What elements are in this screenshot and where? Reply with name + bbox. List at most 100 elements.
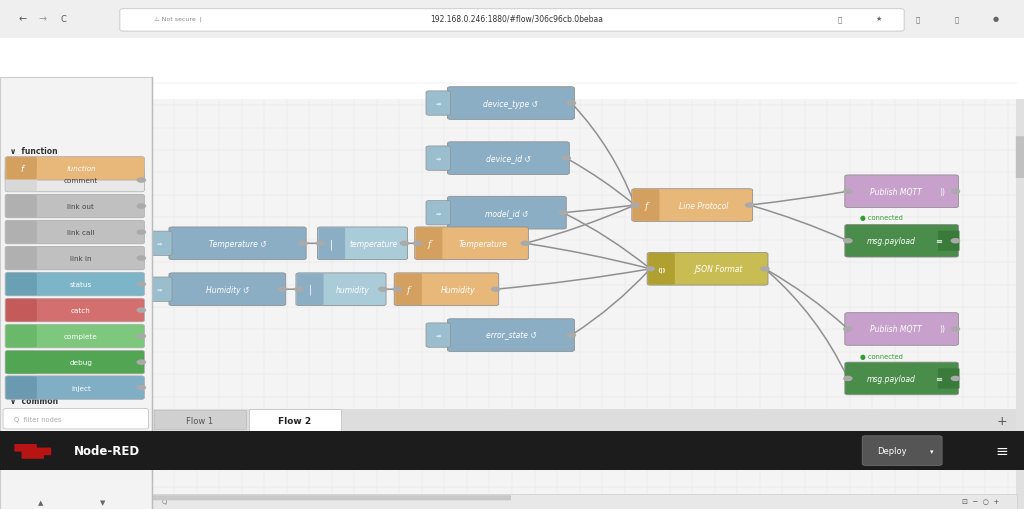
Circle shape — [299, 242, 307, 246]
FancyBboxPatch shape — [426, 147, 451, 171]
FancyBboxPatch shape — [297, 274, 324, 305]
FancyBboxPatch shape — [632, 189, 753, 222]
FancyBboxPatch shape — [317, 228, 408, 260]
Circle shape — [295, 288, 303, 292]
Text: )): )) — [939, 187, 945, 196]
Circle shape — [379, 288, 387, 292]
FancyBboxPatch shape — [14, 444, 37, 452]
Text: f: f — [20, 164, 23, 174]
FancyBboxPatch shape — [152, 100, 1017, 509]
Circle shape — [951, 190, 959, 194]
FancyBboxPatch shape — [5, 299, 144, 322]
FancyBboxPatch shape — [426, 92, 451, 116]
FancyBboxPatch shape — [29, 448, 51, 455]
Circle shape — [567, 102, 575, 106]
Text: comment: comment — [63, 178, 98, 184]
Text: model_id ↺: model_id ↺ — [485, 209, 528, 218]
FancyBboxPatch shape — [147, 232, 172, 256]
Text: link in: link in — [71, 256, 91, 262]
Text: ⇒: ⇒ — [435, 333, 441, 338]
FancyBboxPatch shape — [5, 325, 144, 348]
Circle shape — [559, 211, 567, 215]
Circle shape — [137, 231, 145, 235]
Circle shape — [745, 204, 754, 208]
Text: 192.168.0.246:1880/#flow/306c96cb.0bebaa: 192.168.0.246:1880/#flow/306c96cb.0bebaa — [430, 15, 603, 24]
Text: ⊡  −  ○  +: ⊡ − ○ + — [963, 498, 999, 504]
FancyBboxPatch shape — [647, 253, 768, 286]
FancyBboxPatch shape — [948, 231, 959, 251]
Circle shape — [631, 204, 639, 208]
Text: ⇒: ⇒ — [157, 241, 163, 246]
FancyBboxPatch shape — [6, 273, 37, 296]
Text: error_state ↺: error_state ↺ — [485, 331, 537, 340]
Text: Q  filter nodes: Q filter nodes — [14, 416, 61, 422]
Text: {|}: {|} — [657, 267, 666, 272]
Text: catch: catch — [71, 307, 91, 314]
FancyBboxPatch shape — [426, 201, 451, 225]
Text: ⇒: ⇒ — [435, 211, 441, 216]
Text: ▾: ▾ — [930, 448, 934, 454]
Text: Humidity: Humidity — [440, 285, 475, 294]
Text: complete: complete — [63, 333, 98, 340]
FancyBboxPatch shape — [154, 410, 246, 429]
Text: JSON Format: JSON Format — [694, 265, 743, 274]
Text: link call: link call — [68, 230, 94, 236]
FancyBboxPatch shape — [0, 431, 1024, 470]
FancyBboxPatch shape — [120, 10, 904, 32]
FancyBboxPatch shape — [5, 169, 144, 192]
Text: |: | — [308, 285, 312, 295]
Text: ⬛: ⬛ — [954, 16, 958, 22]
Circle shape — [844, 239, 852, 243]
Circle shape — [316, 242, 325, 246]
Text: ● connected: ● connected — [860, 215, 903, 221]
Text: function: function — [67, 166, 95, 172]
FancyBboxPatch shape — [845, 313, 958, 346]
Text: ≡: ≡ — [936, 374, 942, 383]
FancyBboxPatch shape — [426, 323, 451, 348]
Text: f: f — [407, 285, 411, 294]
FancyBboxPatch shape — [0, 78, 152, 509]
Text: Temperature ↺: Temperature ↺ — [209, 239, 266, 248]
Circle shape — [951, 327, 959, 331]
Circle shape — [137, 205, 145, 209]
FancyBboxPatch shape — [147, 277, 172, 302]
Circle shape — [137, 179, 145, 183]
FancyBboxPatch shape — [6, 195, 37, 218]
FancyBboxPatch shape — [862, 436, 942, 465]
FancyBboxPatch shape — [5, 351, 144, 374]
Text: Q: Q — [162, 498, 167, 504]
FancyBboxPatch shape — [3, 409, 148, 429]
Text: status: status — [70, 281, 92, 288]
Text: Deploy: Deploy — [878, 446, 906, 455]
Circle shape — [844, 377, 852, 381]
Circle shape — [137, 386, 145, 390]
FancyBboxPatch shape — [395, 274, 422, 305]
Text: ⭐: ⭐ — [838, 16, 842, 22]
Text: Line Protocol: Line Protocol — [679, 201, 728, 210]
Circle shape — [137, 282, 145, 287]
Text: ⇒: ⇒ — [157, 287, 163, 292]
FancyBboxPatch shape — [249, 409, 341, 431]
Text: link out: link out — [68, 204, 94, 210]
Text: ● connected: ● connected — [860, 353, 903, 359]
FancyBboxPatch shape — [447, 88, 574, 120]
Text: |: | — [330, 239, 334, 249]
Text: ∨  common: ∨ common — [10, 397, 58, 406]
FancyBboxPatch shape — [845, 225, 958, 258]
Text: ∨  function: ∨ function — [10, 147, 58, 156]
FancyBboxPatch shape — [948, 369, 959, 389]
Circle shape — [137, 308, 145, 313]
FancyBboxPatch shape — [633, 190, 659, 221]
Text: Flow 1: Flow 1 — [186, 416, 213, 425]
Text: f: f — [427, 239, 431, 248]
Text: Publish MQTT: Publish MQTT — [869, 187, 922, 196]
Text: ≡: ≡ — [936, 237, 942, 246]
FancyBboxPatch shape — [845, 176, 958, 208]
Circle shape — [137, 334, 145, 338]
FancyBboxPatch shape — [394, 273, 499, 306]
FancyBboxPatch shape — [5, 157, 144, 181]
FancyBboxPatch shape — [318, 228, 345, 260]
FancyBboxPatch shape — [151, 495, 511, 500]
FancyBboxPatch shape — [648, 253, 675, 285]
FancyBboxPatch shape — [6, 169, 37, 192]
